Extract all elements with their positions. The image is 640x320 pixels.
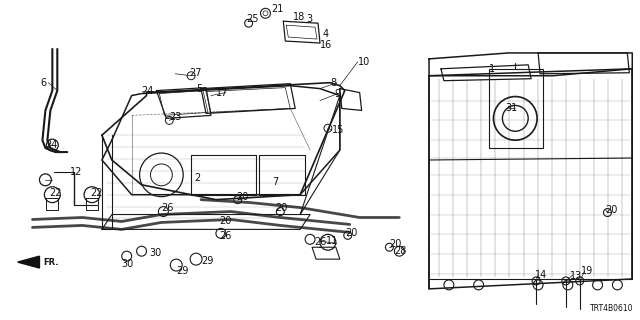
Text: 26: 26 xyxy=(314,237,326,247)
Text: 27: 27 xyxy=(189,68,202,78)
Text: 11: 11 xyxy=(326,236,338,246)
Text: 22: 22 xyxy=(49,188,62,198)
Text: 25: 25 xyxy=(246,14,259,24)
Text: TRT4B0610: TRT4B0610 xyxy=(589,304,633,313)
Text: 1: 1 xyxy=(488,64,495,74)
Text: 31: 31 xyxy=(506,103,518,114)
Text: FR.: FR. xyxy=(44,258,59,267)
Text: 8: 8 xyxy=(330,78,336,88)
Text: 22: 22 xyxy=(90,188,102,198)
Text: 30: 30 xyxy=(150,248,162,258)
Text: 23: 23 xyxy=(170,112,182,122)
Text: 19: 19 xyxy=(580,266,593,276)
Text: 15: 15 xyxy=(332,125,344,135)
Text: 24: 24 xyxy=(45,140,58,150)
Text: 20: 20 xyxy=(275,203,288,212)
Text: 10: 10 xyxy=(358,57,370,67)
Text: 20: 20 xyxy=(219,216,231,227)
Text: 20: 20 xyxy=(345,228,357,238)
Text: 30: 30 xyxy=(122,259,134,269)
Text: 12: 12 xyxy=(70,167,83,177)
Text: 13: 13 xyxy=(570,271,582,281)
Text: 28: 28 xyxy=(394,246,407,256)
Bar xyxy=(488,69,543,148)
Text: 18: 18 xyxy=(293,12,305,22)
Text: 6: 6 xyxy=(40,78,47,88)
Text: 20: 20 xyxy=(605,204,618,215)
Text: 17: 17 xyxy=(216,88,228,98)
Text: 21: 21 xyxy=(271,4,284,14)
Text: 20: 20 xyxy=(237,192,249,202)
Text: 26: 26 xyxy=(219,231,231,241)
Text: 3: 3 xyxy=(306,14,312,24)
Polygon shape xyxy=(18,256,40,268)
Text: 9: 9 xyxy=(334,89,340,99)
Text: 16: 16 xyxy=(320,40,332,50)
Text: 4: 4 xyxy=(323,29,329,39)
Text: 2: 2 xyxy=(194,173,200,183)
Text: 29: 29 xyxy=(176,266,189,276)
Text: 29: 29 xyxy=(201,256,213,266)
Text: 26: 26 xyxy=(161,203,174,212)
Text: 14: 14 xyxy=(535,270,547,280)
Text: 5: 5 xyxy=(196,84,202,94)
Text: 24: 24 xyxy=(141,86,154,96)
Text: 20: 20 xyxy=(389,239,402,249)
Text: 7: 7 xyxy=(273,177,278,187)
